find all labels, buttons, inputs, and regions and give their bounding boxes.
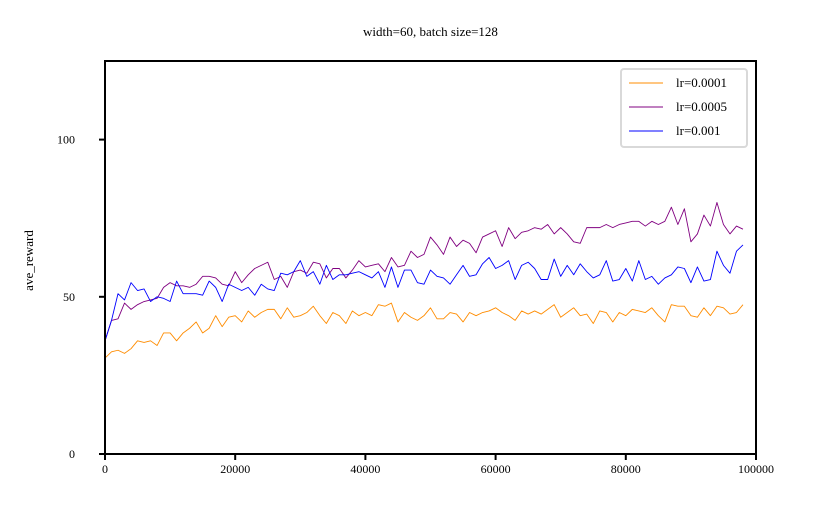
series-layer (104, 202, 744, 359)
y-axis-title: ave_reward (21, 230, 36, 291)
y-tick-label: 0 (69, 447, 75, 461)
x-tick-label: 40000 (350, 462, 380, 476)
legend-label: lr=0.0001 (676, 75, 727, 90)
x-tick-label: 0 (102, 462, 108, 476)
legend-box (620, 68, 748, 148)
legend: lr=0.0001 lr=0.0005 lr=0.001 (620, 68, 748, 148)
x-tick-label: 100000 (738, 462, 774, 476)
x-tick-label: 60000 (481, 462, 511, 476)
x-tick-label: 80000 (611, 462, 641, 476)
x-tick-label: 20000 (220, 462, 250, 476)
series-line-3 (104, 244, 744, 341)
plot-frame (104, 60, 757, 455)
legend-label: lr=0.0005 (676, 99, 727, 114)
chart-title: width=60, batch size=128 (363, 24, 498, 39)
legend-label: lr=0.001 (676, 123, 721, 138)
axes-layer: 0 20000 40000 60000 80000 100000 0 50 100 (57, 60, 774, 476)
series-line-1 (104, 302, 744, 359)
y-tick-label: 50 (63, 290, 75, 304)
y-tick-label: 100 (57, 133, 75, 147)
series-line-2 (104, 202, 744, 341)
